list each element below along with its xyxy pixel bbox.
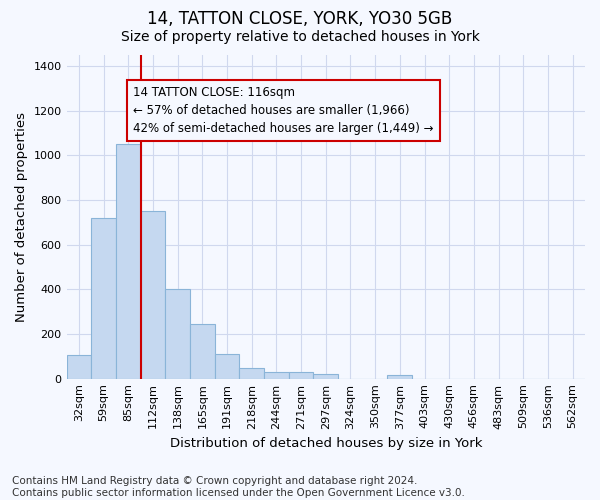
Bar — [165, 290, 190, 378]
Y-axis label: Number of detached properties: Number of detached properties — [15, 112, 28, 322]
Bar — [313, 374, 338, 378]
Bar — [91, 218, 116, 378]
Bar — [239, 368, 264, 378]
Text: Size of property relative to detached houses in York: Size of property relative to detached ho… — [121, 30, 479, 44]
Text: 14 TATTON CLOSE: 116sqm
← 57% of detached houses are smaller (1,966)
42% of semi: 14 TATTON CLOSE: 116sqm ← 57% of detache… — [133, 86, 434, 136]
Bar — [215, 354, 239, 378]
Text: Contains HM Land Registry data © Crown copyright and database right 2024.
Contai: Contains HM Land Registry data © Crown c… — [12, 476, 465, 498]
Bar — [116, 144, 140, 378]
Bar — [289, 372, 313, 378]
Text: 14, TATTON CLOSE, YORK, YO30 5GB: 14, TATTON CLOSE, YORK, YO30 5GB — [148, 10, 452, 28]
Bar — [388, 376, 412, 378]
X-axis label: Distribution of detached houses by size in York: Distribution of detached houses by size … — [170, 437, 482, 450]
Bar — [140, 212, 165, 378]
Bar — [67, 355, 91, 378]
Bar — [190, 324, 215, 378]
Bar — [264, 372, 289, 378]
